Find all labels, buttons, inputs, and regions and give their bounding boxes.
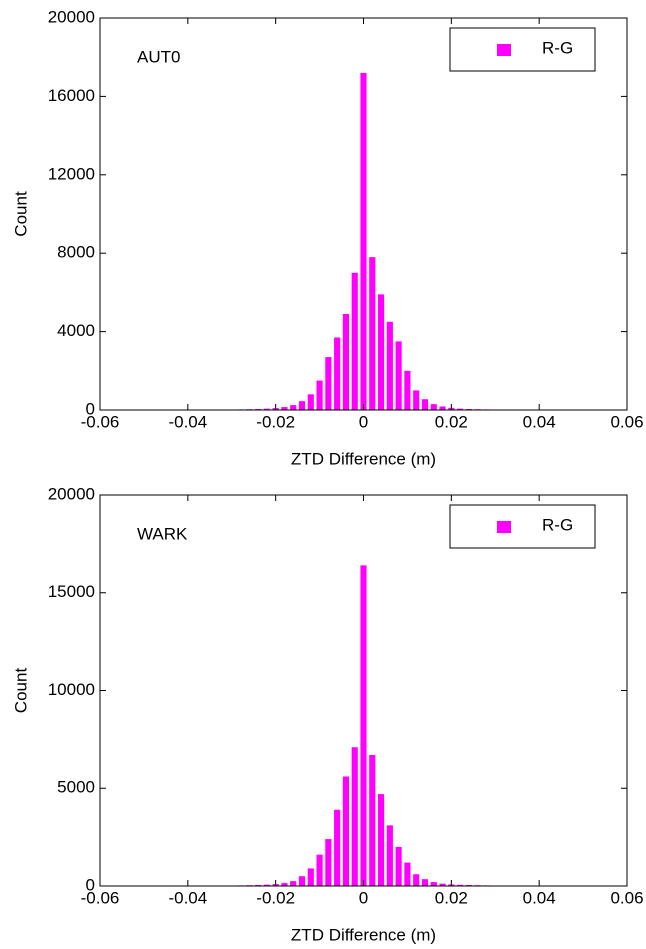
bar [298, 401, 306, 410]
bar [413, 874, 420, 886]
y-tick-label: 5000 [57, 778, 95, 797]
x-axis-label: ZTD Difference (m) [291, 925, 436, 944]
y-axis-label: Count [11, 668, 30, 714]
bar [351, 747, 358, 886]
y-tick-label: 0 [86, 875, 95, 894]
bar [316, 380, 323, 410]
bar [316, 854, 323, 886]
bar [413, 390, 420, 410]
bar [369, 257, 376, 410]
x-tick-label: -0.02 [256, 888, 295, 907]
bar [386, 321, 393, 410]
bar [360, 72, 367, 410]
bar [395, 341, 402, 410]
bar [377, 294, 385, 410]
bar [360, 565, 367, 886]
bar [351, 272, 358, 410]
x-tick-label: -0.04 [168, 888, 207, 907]
legend-box [449, 27, 596, 72]
bar [404, 370, 411, 410]
legend-label: R-G [542, 515, 573, 534]
y-tick-label: 12000 [48, 164, 95, 183]
y-tick-label: 16000 [48, 86, 95, 105]
y-tick-label: 8000 [57, 243, 95, 262]
bar [342, 313, 350, 410]
x-tick-label: 0.04 [523, 888, 556, 907]
bar [386, 825, 393, 886]
x-tick-label: 0.02 [435, 888, 468, 907]
y-tick-label: 20000 [48, 7, 95, 26]
y-tick-label: 15000 [48, 582, 95, 601]
y-axis-label: Count [11, 191, 30, 237]
x-tick-label: -0.04 [168, 412, 207, 431]
bar [439, 406, 446, 410]
y-tick-label: 0 [86, 399, 95, 418]
legend-label: R-G [542, 38, 573, 57]
x-axis-label: ZTD Difference (m) [291, 449, 436, 468]
bar [404, 862, 411, 886]
bar [377, 794, 385, 886]
bar [430, 404, 437, 410]
legend-swatch [497, 44, 511, 56]
x-tick-label: 0.06 [610, 412, 643, 431]
y-tick-label: 10000 [48, 680, 95, 699]
bar [307, 394, 314, 410]
bar [430, 882, 437, 886]
legend-swatch [497, 521, 511, 533]
bar [281, 883, 288, 886]
bar [439, 883, 446, 886]
x-tick-label: -0.02 [256, 412, 295, 431]
bar [395, 846, 402, 886]
bar [325, 839, 332, 886]
bar [307, 868, 314, 886]
y-tick-label: 20000 [48, 484, 95, 503]
x-tick-label: 0.02 [435, 412, 468, 431]
x-tick-label: 0 [359, 412, 368, 431]
x-tick-label: -0.06 [81, 888, 120, 907]
bar [421, 879, 429, 886]
bar [369, 755, 376, 886]
annotation: WARK [137, 524, 188, 543]
annotation: AUT0 [137, 47, 180, 66]
x-tick-label: -0.06 [81, 412, 120, 431]
x-tick-label: 0.06 [610, 888, 643, 907]
bar [334, 809, 341, 886]
bar [263, 408, 270, 410]
bar [281, 407, 288, 410]
bar [290, 405, 297, 410]
bar [457, 408, 464, 410]
legend-box [449, 504, 596, 549]
y-tick-label: 4000 [57, 321, 95, 340]
bar [325, 357, 332, 410]
bar [298, 876, 306, 886]
x-tick-label: 0 [359, 888, 368, 907]
bar [334, 337, 341, 410]
bar [421, 399, 429, 410]
x-tick-label: 0.04 [523, 412, 556, 431]
bar [457, 884, 464, 886]
bar [263, 884, 270, 886]
bar [290, 881, 297, 886]
bar [342, 776, 350, 886]
